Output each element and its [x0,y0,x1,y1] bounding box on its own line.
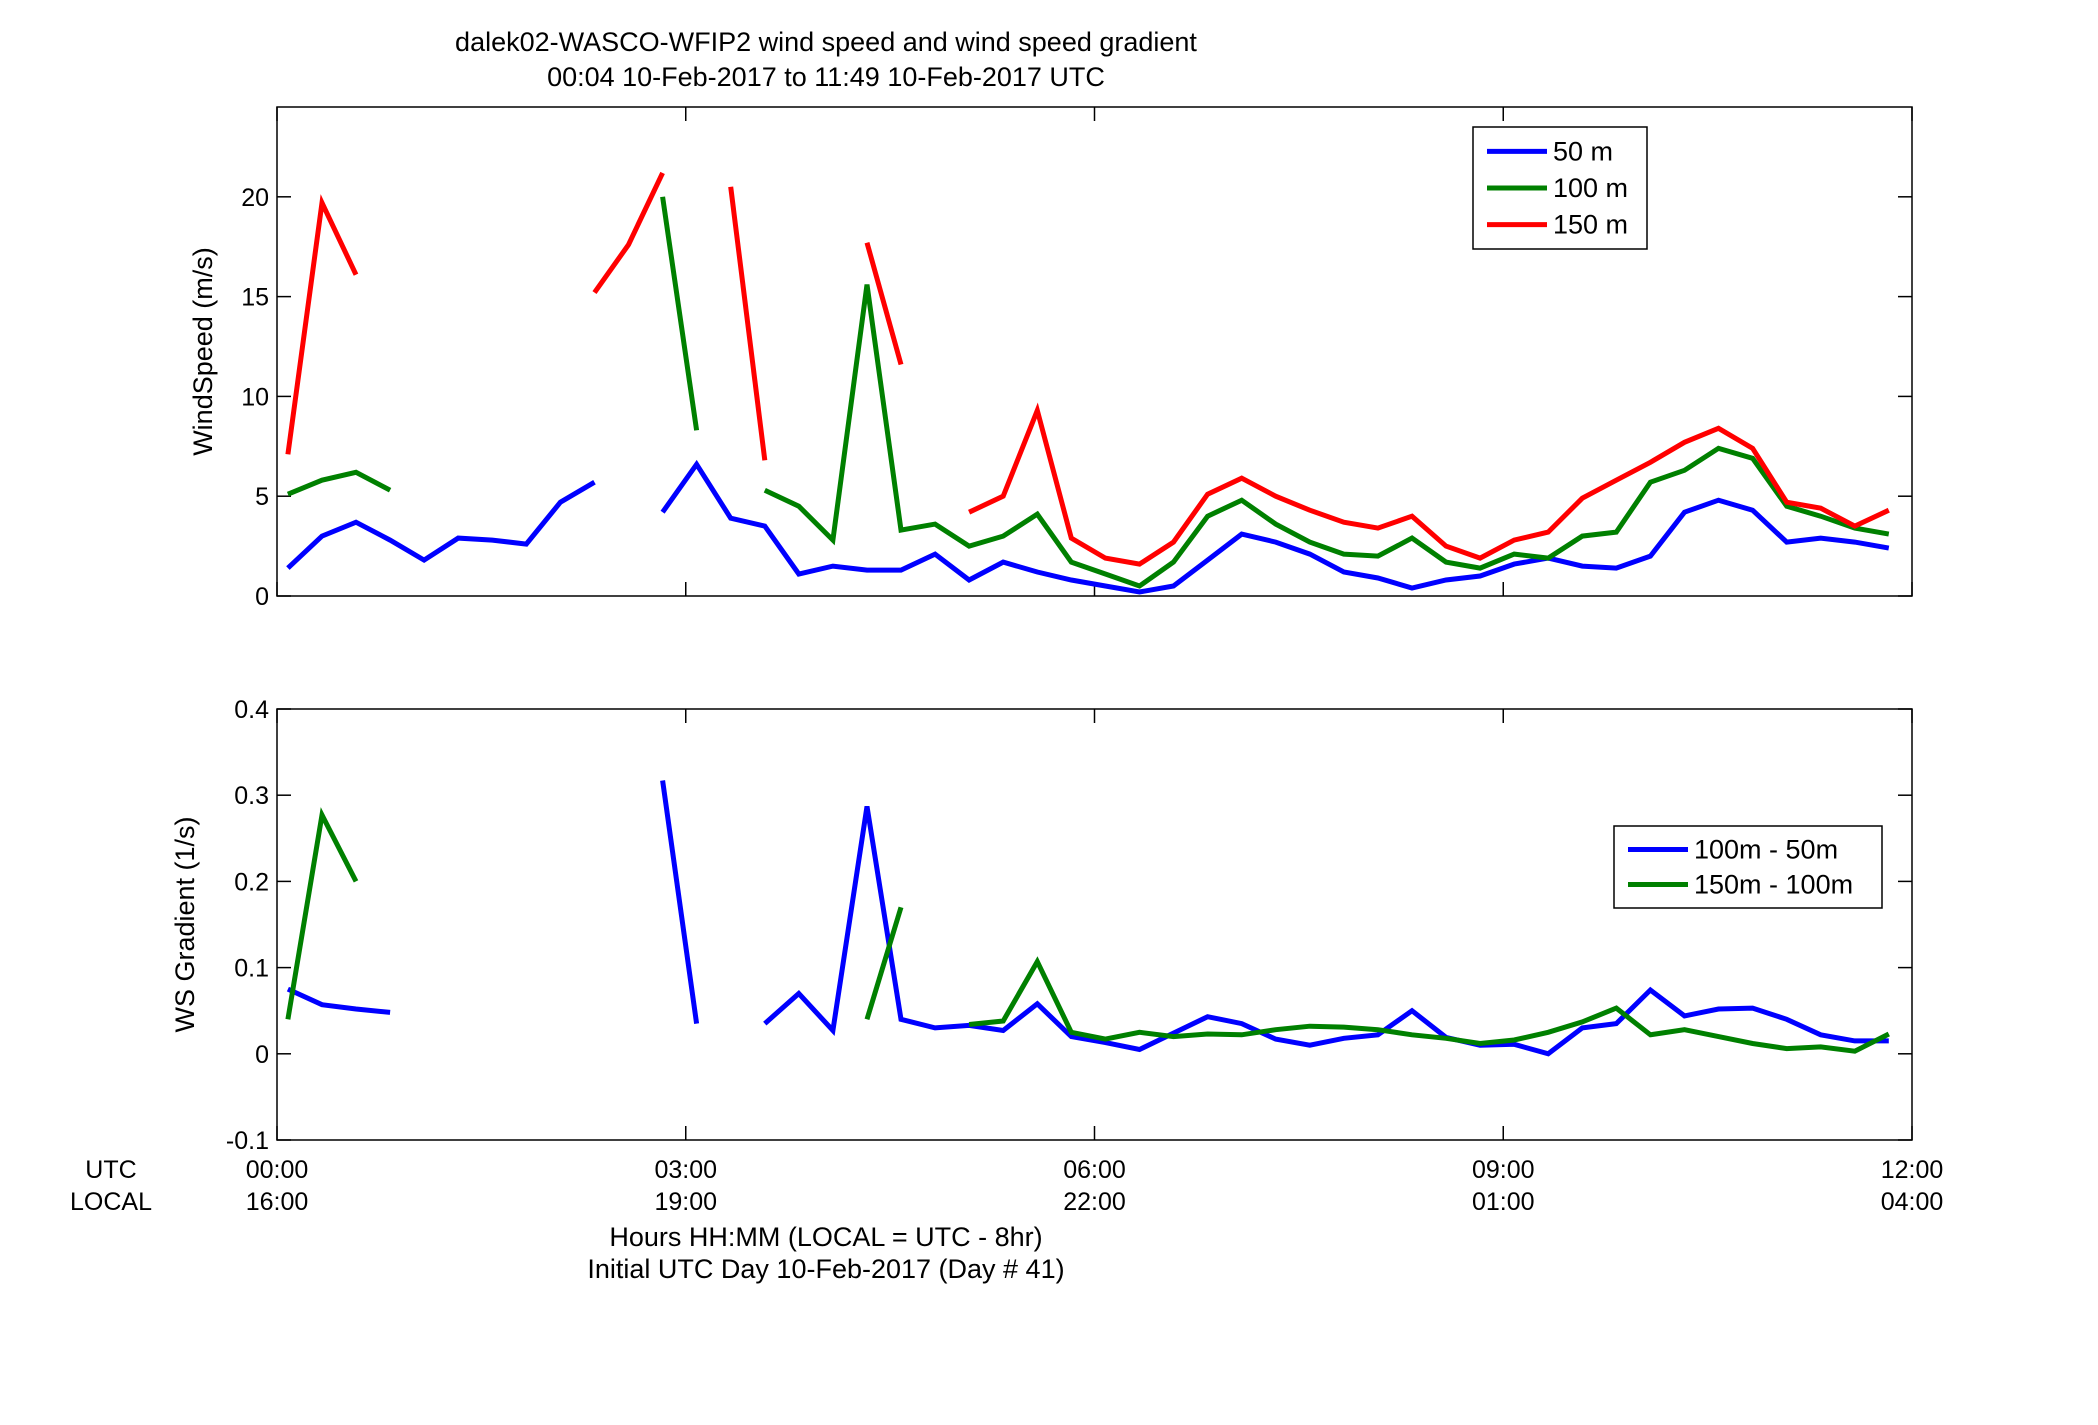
x-axis-day-label: Initial UTC Day 10-Feb-2017 (Day # 41) [587,1254,1064,1284]
legend-label: 150m - 100m [1694,870,1853,900]
plot-area-2 [276,708,1913,1141]
legend-1: 50 m 100 m 150 m [1472,126,1648,250]
series-line-segment [592,171,665,295]
legend-label: 150 m [1553,210,1628,240]
y-tick-label: 0.1 [234,955,269,983]
series-line-segment [660,196,700,431]
y-tick-label: 0.4 [234,696,269,724]
x-axis-label: Hours HH:MM (LOCAL = UTC - 8hr) [609,1222,1042,1252]
series-line-segment [660,780,700,1024]
y-tick-label: 0 [255,583,269,611]
series-line-segment [968,956,1890,1054]
x-tick-label-utc: 00:00 [246,1156,309,1184]
y-tick-label: 20 [241,184,269,212]
series-line-segment [286,986,391,1015]
y-tick-label: 0 [255,1041,269,1069]
x-tick-label-utc: 03:00 [654,1156,717,1184]
y-tick-label: 15 [241,284,269,312]
plot-area-1 [276,106,1913,597]
y-axis-label: WS Gradient (1/s) [170,816,200,1032]
series-100m-50m [286,780,1889,1057]
series-150m-100m [285,807,1890,1054]
x-tick-label-local: 16:00 [246,1188,309,1216]
legend-label: 100m - 50m [1694,835,1838,865]
legend-2: 100m - 50m 150m - 100m [1613,825,1883,909]
utc-row-label: UTC [85,1156,136,1184]
x-tick-label-utc: 06:00 [1063,1156,1126,1184]
x-tick-label-utc: 12:00 [1881,1156,1944,1184]
series-line-segment [728,186,768,461]
series-line-segment [763,284,1890,589]
series-line-segment [763,806,1889,1057]
x-tick-label-local: 19:00 [654,1188,717,1216]
chart-subtitle: 00:04 10-Feb-2017 to 11:49 10-Feb-2017 U… [547,62,1105,92]
chart-title: dalek02-WASCO-WFIP2 wind speed and wind … [455,27,1197,57]
gradient-panel: -0.1 0 0.1 0.2 0.3 0.4 WS Gradient (1/s) 100m -… [170,696,1913,1155]
series-line-segment [285,194,359,455]
legend-label: 100 m [1553,173,1628,203]
series-line-segment [285,807,359,1020]
legend-box [1613,825,1883,909]
series-50-m [286,459,1890,595]
x-tick-labels: 00:00 16:00 03:00 19:00 06:00 22:00 09:00 01:00… [246,1156,1944,1216]
series-line-segment [968,402,1890,567]
series-150-m [285,171,1890,567]
series-line-segment [864,242,904,366]
legend-label: 50 m [1553,136,1613,166]
y-tick-label: 0.3 [234,782,269,810]
series-line-segment [660,459,1890,595]
local-row-label: LOCAL [70,1188,152,1216]
y-axis-label: WindSpeed (m/s) [188,247,218,456]
series-line-segment [286,469,392,497]
y-tick-label: 10 [241,383,269,411]
series-100-m [286,196,1890,589]
x-tick-label-utc: 09:00 [1472,1156,1535,1184]
series-line-segment [286,480,596,570]
x-tick-label-local: 01:00 [1472,1188,1535,1216]
windspeed-panel: 0 5 10 15 20 WindSpeed (m/s) 50 m 100 m 150 m [188,106,1913,611]
y-tick-label: -0.1 [226,1127,269,1155]
series-line-segment [864,906,904,1021]
x-tick-label-local: 04:00 [1881,1188,1944,1216]
y-tick-label: 5 [255,483,269,511]
y-tick-label: 0.2 [234,868,269,896]
x-tick-label-local: 22:00 [1063,1188,1126,1216]
